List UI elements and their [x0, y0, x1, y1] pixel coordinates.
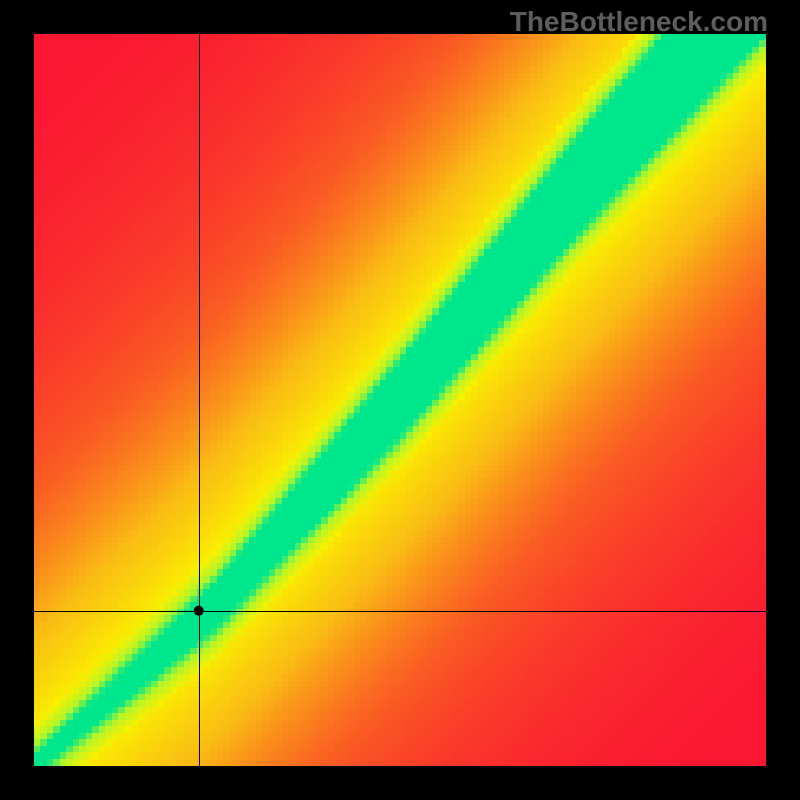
- watermark-text: TheBottleneck.com: [510, 6, 768, 38]
- chart-container: TheBottleneck.com: [0, 0, 800, 800]
- bottleneck-heatmap: [34, 34, 766, 766]
